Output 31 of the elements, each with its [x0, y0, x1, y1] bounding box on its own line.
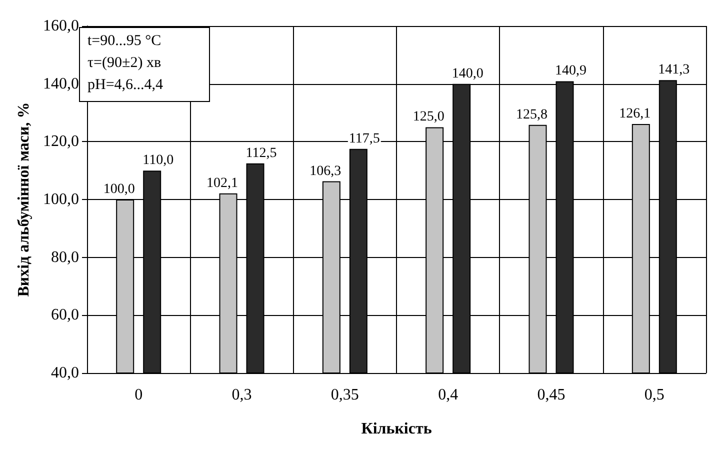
data-label: 112,5: [246, 146, 277, 161]
x-tick-label: 0,35: [330, 386, 359, 404]
y-tick-label: 60,0: [51, 306, 79, 324]
data-label: 125,0: [412, 110, 444, 125]
y-tick-label: 80,0: [51, 248, 79, 266]
data-label: 110,0: [142, 153, 174, 168]
annotation: τ=(90±2) хв: [88, 55, 162, 71]
x-tick-label: 0,45: [537, 386, 566, 404]
annotation: t=90...95 °C: [88, 33, 162, 49]
data-label: 126,1: [619, 106, 651, 122]
annotation: pH=4,6...4,4: [88, 77, 164, 93]
data-label: 102,1: [206, 176, 238, 191]
data-label: 100,0: [103, 182, 135, 197]
y-tick-label: 140,0: [43, 75, 79, 92]
x-tick-label: 0: [134, 386, 143, 404]
x-tick-label: 0,4: [438, 386, 458, 404]
data-label: 140,9: [555, 64, 586, 79]
y-tick-label: 40,0: [51, 364, 79, 382]
data-label: 141,3: [658, 62, 690, 78]
x-tick-label: 0,3: [232, 386, 252, 404]
y-axis-title: Вихід альбумінної маси, %: [16, 102, 32, 297]
x-axis-title: Кількість: [361, 420, 432, 438]
y-tick-label: 160,0: [43, 18, 79, 34]
y-tick-label: 120,0: [43, 133, 79, 150]
data-label: 125,8: [516, 107, 548, 122]
data-label: 106,3: [310, 164, 342, 179]
y-tick-label: 100,0: [43, 191, 79, 208]
x-tick-label: 0,5: [644, 386, 664, 404]
data-label: 117,5: [348, 131, 380, 146]
note-box: t=90...95 °C τ=(90±2) хв pH=4,6...4,4: [79, 27, 210, 102]
data-label: 140,0: [452, 66, 484, 82]
